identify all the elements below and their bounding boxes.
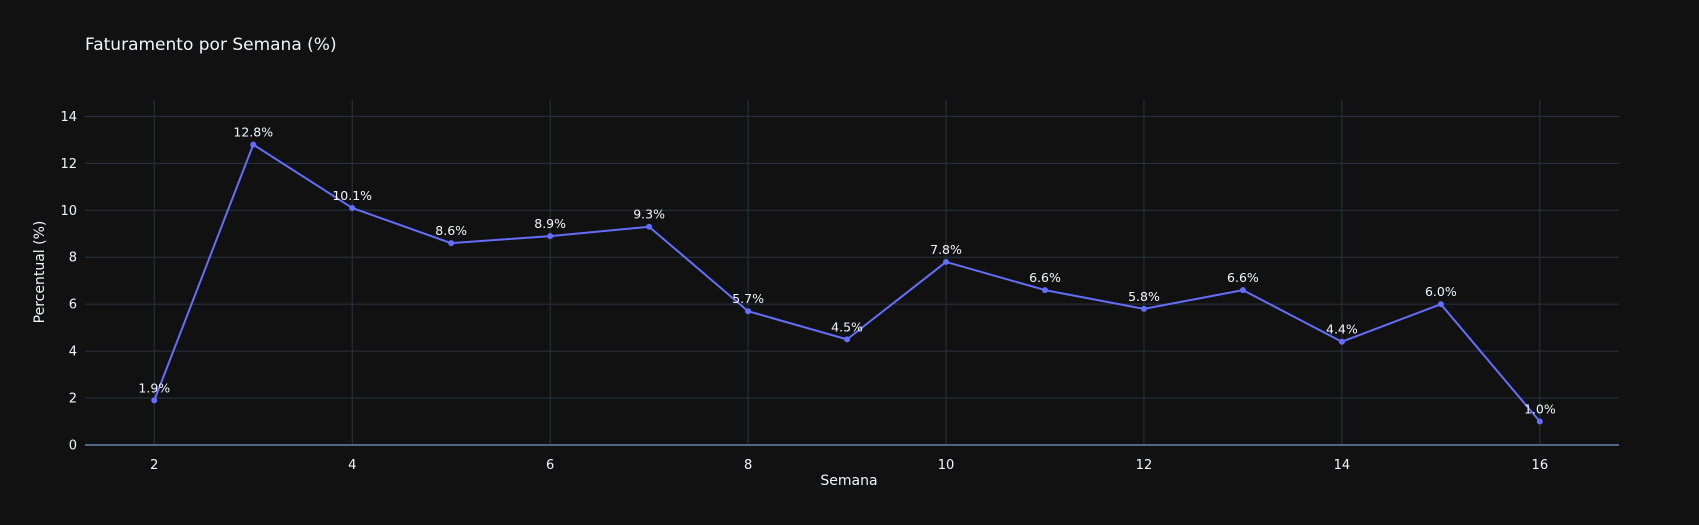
data-point[interactable] bbox=[646, 223, 653, 230]
data-point[interactable] bbox=[745, 308, 752, 315]
data-point[interactable] bbox=[250, 141, 257, 148]
data-point[interactable] bbox=[1239, 287, 1246, 294]
series-layer: 1.9% 12.8% 10.1% 8.6% 8.9% 9.3% 5.7% 4.5% 7.8% 6.… bbox=[138, 125, 1556, 425]
data-label: 6.6% bbox=[1227, 270, 1259, 285]
data-point[interactable] bbox=[1140, 305, 1147, 312]
y-tick-label: 2 bbox=[69, 392, 77, 407]
y-tick-label: 8 bbox=[69, 251, 77, 266]
x-axis-title: Semana bbox=[820, 473, 877, 489]
y-axis-title: Percentual (%) bbox=[32, 221, 48, 324]
x-tick-label: 16 bbox=[1532, 458, 1549, 473]
data-point[interactable] bbox=[1437, 301, 1444, 308]
y-tick-label: 10 bbox=[60, 204, 77, 219]
data-label: 1.0% bbox=[1524, 402, 1556, 417]
x-tick-label: 12 bbox=[1136, 458, 1153, 473]
y-tick-label: 0 bbox=[69, 439, 77, 454]
data-point[interactable] bbox=[1338, 338, 1345, 345]
data-point[interactable] bbox=[448, 240, 455, 247]
data-point[interactable] bbox=[1536, 418, 1543, 425]
data-label: 4.4% bbox=[1326, 322, 1358, 337]
x-tick-label: 8 bbox=[744, 458, 752, 473]
data-label: 1.9% bbox=[138, 380, 170, 395]
data-label: 5.8% bbox=[1128, 289, 1160, 304]
data-label: 8.6% bbox=[435, 223, 467, 238]
x-tick-label: 2 bbox=[150, 458, 158, 473]
data-label: 12.8% bbox=[233, 125, 273, 140]
data-label: 10.1% bbox=[332, 188, 372, 203]
y-tick-label: 4 bbox=[69, 345, 77, 360]
data-label: 7.8% bbox=[930, 242, 962, 257]
x-tick-label: 10 bbox=[938, 458, 955, 473]
data-label: 9.3% bbox=[633, 207, 665, 222]
data-label: 4.5% bbox=[831, 319, 863, 334]
data-point[interactable] bbox=[943, 258, 950, 265]
axes: 0 2 4 6 8 10 12 14 2 4 6 8 10 12 14 16 bbox=[60, 110, 1548, 473]
y-tick-label: 12 bbox=[60, 157, 77, 172]
data-label: 6.6% bbox=[1029, 270, 1061, 285]
data-point[interactable] bbox=[547, 233, 554, 240]
data-point[interactable] bbox=[349, 204, 356, 211]
data-point[interactable] bbox=[151, 397, 158, 404]
data-point[interactable] bbox=[844, 336, 851, 343]
y-tick-label: 6 bbox=[69, 298, 77, 313]
data-label: 8.9% bbox=[534, 216, 566, 231]
y-tick-label: 14 bbox=[60, 110, 77, 125]
x-tick-label: 14 bbox=[1334, 458, 1351, 473]
data-label: 6.0% bbox=[1425, 284, 1457, 299]
x-tick-label: 4 bbox=[348, 458, 356, 473]
chart-title: Faturamento por Semana (%) bbox=[85, 35, 337, 55]
x-tick-label: 6 bbox=[546, 458, 554, 473]
data-point[interactable] bbox=[1041, 287, 1048, 294]
data-label: 5.7% bbox=[732, 291, 764, 306]
grid-lines bbox=[85, 100, 1619, 446]
